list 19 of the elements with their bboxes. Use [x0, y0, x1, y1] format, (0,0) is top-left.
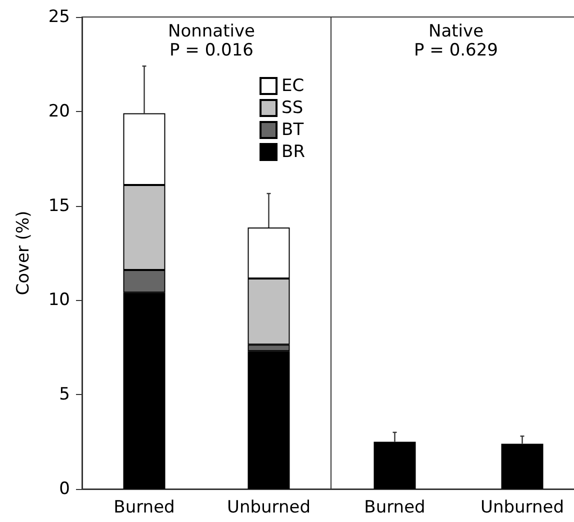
legend-label: EC [282, 76, 304, 96]
legend-label: BT [282, 120, 304, 140]
x-tick-label: Unburned [227, 498, 310, 518]
x-tick-label: Unburned [480, 498, 564, 518]
x-tick-label: Burned [114, 498, 175, 518]
y-tick-label: 0 [59, 479, 70, 499]
x-tick-label: Burned [364, 498, 426, 518]
text: P = 0.016 [170, 40, 254, 60]
legend-label: BR [282, 142, 306, 162]
y-tick-label: 20 [48, 101, 70, 122]
chart-title: Nonnative [168, 22, 255, 42]
text: P = 0.629 [414, 40, 498, 60]
y-tick-label: 5 [59, 384, 70, 405]
y-tick-label: 10 [48, 290, 70, 310]
chart-title: Native [428, 22, 484, 42]
y-tick-label: 15 [48, 196, 70, 216]
y-tick-label: 25 [48, 7, 70, 27]
y-axis-title: Cover (%) [14, 210, 34, 296]
legend-label: SS [282, 98, 304, 118]
